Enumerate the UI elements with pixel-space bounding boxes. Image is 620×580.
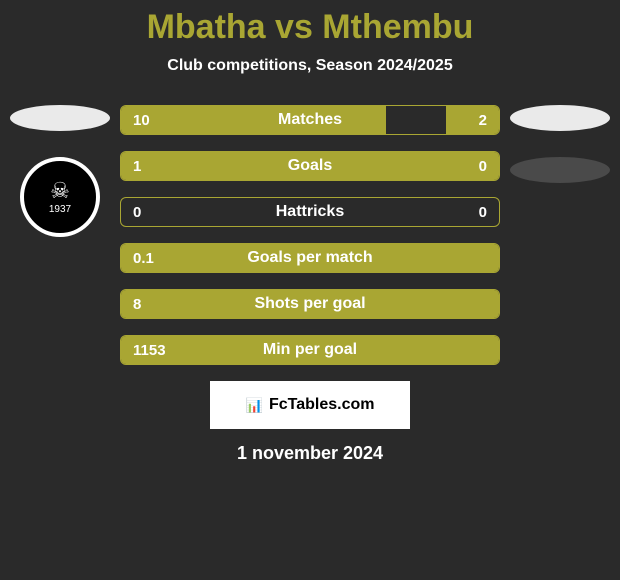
stat-label: Min per goal: [121, 336, 499, 364]
player-badge-left: [10, 105, 110, 131]
stat-row: 1153Min per goal: [120, 335, 500, 365]
stat-value-right: 2: [479, 106, 487, 134]
page-title: Mbatha vs Mthembu: [0, 8, 620, 47]
stat-value-right: 0: [479, 152, 487, 180]
stat-label: Goals per match: [121, 244, 499, 272]
footer-brand: 📊 FcTables.com: [210, 381, 410, 429]
club-logo: ☠ 1937: [20, 157, 100, 237]
stat-label: Shots per goal: [121, 290, 499, 318]
stat-bars: 10Matches21Goals00Hattricks00.1Goals per…: [120, 105, 500, 365]
chart-icon: 📊: [246, 397, 263, 414]
stat-row: 0.1Goals per match: [120, 243, 500, 273]
stat-row: 1Goals0: [120, 151, 500, 181]
skull-icon: ☠: [50, 180, 70, 202]
club-year: 1937: [49, 204, 71, 215]
chart-area: ☠ 1937 10Matches21Goals00Hattricks00.1Go…: [0, 105, 620, 365]
player-badge-right: [510, 105, 610, 131]
stat-row: 8Shots per goal: [120, 289, 500, 319]
comparison-infographic: Mbatha vs Mthembu Club competitions, Sea…: [0, 0, 620, 464]
stat-row: 10Matches2: [120, 105, 500, 135]
stat-label: Goals: [121, 152, 499, 180]
subtitle: Club competitions, Season 2024/2025: [0, 57, 620, 75]
stat-row: 0Hattricks0: [120, 197, 500, 227]
stat-label: Hattricks: [121, 198, 499, 226]
brand-text: FcTables.com: [269, 396, 375, 414]
stat-label: Matches: [121, 106, 499, 134]
stat-value-right: 0: [479, 198, 487, 226]
player-badge-right-2: [510, 157, 610, 183]
footer-date: 1 november 2024: [0, 443, 620, 464]
